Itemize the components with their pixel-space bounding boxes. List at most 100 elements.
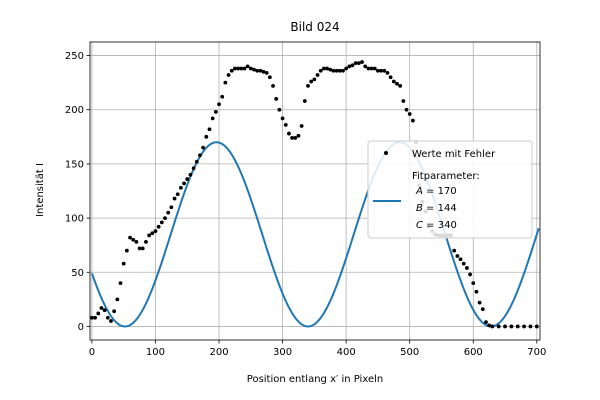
data-point — [90, 315, 94, 320]
data-point — [252, 67, 256, 72]
data-point — [147, 233, 152, 238]
data-point — [128, 235, 132, 240]
data-point — [315, 73, 320, 77]
data-point — [461, 261, 466, 266]
data-point — [356, 61, 361, 66]
data-point — [366, 66, 371, 71]
axes-frame — [89, 41, 541, 341]
data-point — [255, 68, 260, 73]
data-point — [105, 315, 110, 320]
data-point — [401, 99, 406, 103]
data-point — [198, 153, 202, 158]
data-point — [191, 166, 196, 171]
data-point — [248, 66, 253, 71]
data-point — [115, 297, 120, 302]
data-point — [153, 229, 158, 233]
data-point — [144, 240, 148, 244]
data-point — [372, 66, 377, 71]
data-point — [395, 81, 399, 86]
data-point — [271, 83, 275, 88]
legend: Werte mit Fehler Fitparameter: A = 170 B… — [367, 140, 533, 239]
data-point — [360, 60, 364, 64]
data-point — [325, 66, 329, 71]
data-point — [283, 122, 288, 127]
data-point — [280, 116, 285, 121]
data-point — [487, 323, 492, 328]
x-tick-label: 100 — [146, 347, 165, 358]
data-point — [455, 254, 460, 258]
data-point — [236, 66, 240, 71]
data-point — [296, 133, 301, 138]
data-point — [490, 324, 495, 329]
data-point — [182, 181, 186, 186]
data-point — [194, 159, 199, 164]
data-point — [242, 66, 247, 71]
data-point — [287, 131, 291, 136]
data-point — [159, 220, 164, 225]
data-point — [188, 172, 193, 177]
data-point — [223, 80, 228, 85]
data-point — [302, 99, 307, 103]
y-tick-label: 200 — [65, 105, 84, 116]
x-tick-label: 200 — [209, 347, 228, 358]
legend-label-points: Werte mit Fehler — [412, 149, 496, 160]
data-point — [388, 75, 393, 80]
data-point — [312, 77, 317, 82]
data-point — [503, 324, 507, 329]
data-point — [468, 272, 472, 277]
data-point — [318, 68, 323, 73]
data-point — [156, 224, 161, 229]
data-point — [382, 68, 387, 73]
data-point — [293, 136, 298, 140]
data-point — [233, 66, 237, 71]
data-point — [465, 266, 469, 270]
data-point — [391, 79, 396, 84]
chart-title: Bild 024 — [290, 20, 339, 34]
data-point — [515, 324, 520, 329]
data-point — [328, 67, 333, 72]
data-point — [217, 102, 221, 107]
y-tick-label: 50 — [71, 268, 84, 279]
data-point — [344, 66, 349, 71]
data-point — [369, 66, 374, 71]
data-point — [163, 216, 167, 220]
data-point — [363, 64, 368, 69]
data-point — [185, 177, 190, 181]
data-point — [341, 68, 345, 73]
data-point — [458, 257, 463, 262]
x-tick-label: 300 — [273, 347, 292, 358]
data-point — [350, 63, 355, 68]
data-point — [347, 64, 352, 69]
y-tick-label: 100 — [65, 214, 84, 225]
data-point — [134, 240, 139, 244]
data-point — [404, 107, 409, 112]
data-point — [109, 319, 113, 323]
data-point — [124, 248, 129, 253]
data-point — [118, 281, 123, 286]
data-point — [178, 185, 183, 190]
data-point — [496, 324, 501, 329]
legend-label-fit-a: A = 170 — [415, 186, 457, 197]
legend-box — [367, 140, 533, 239]
data-point — [353, 61, 358, 66]
data-point — [277, 107, 282, 112]
data-point — [477, 300, 482, 305]
data-point — [376, 68, 380, 73]
data-point — [169, 205, 174, 210]
data-point — [207, 127, 212, 132]
x-tick-label: 600 — [464, 347, 483, 358]
legend-label-fit-c: C = 340 — [416, 220, 457, 231]
data-point — [410, 118, 415, 123]
data-point — [258, 68, 263, 73]
data-point — [102, 308, 107, 313]
data-point — [528, 324, 533, 329]
data-point — [137, 246, 142, 251]
data-point — [150, 231, 155, 236]
data-point — [331, 68, 336, 73]
legend-label-fit-b: B = 144 — [416, 203, 457, 214]
data-point — [96, 311, 101, 316]
data-point — [112, 309, 117, 314]
data-point — [407, 112, 412, 116]
data-point — [334, 68, 339, 73]
data-point — [261, 69, 266, 74]
